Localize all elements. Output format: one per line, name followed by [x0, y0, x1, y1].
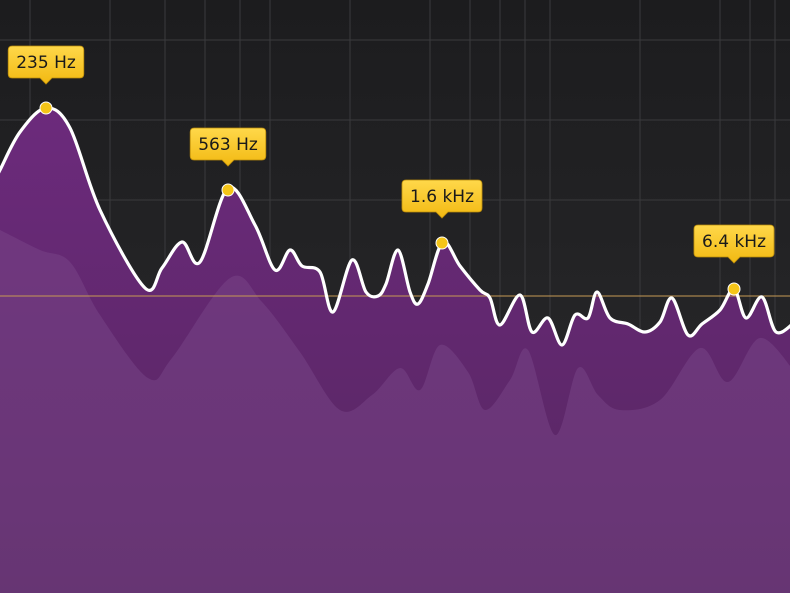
- peak-tag: 235 Hz: [7, 45, 85, 115]
- peak-dot: [727, 282, 741, 296]
- tag-box: [693, 224, 775, 264]
- peak-tag: 1.6 kHz: [401, 179, 483, 250]
- spectrum-fill: [0, 107, 790, 593]
- tag-box: [189, 127, 267, 167]
- peak-label: 235 Hz: [16, 53, 76, 73]
- peak-dot: [39, 101, 53, 115]
- peak-label: 563 Hz: [198, 135, 258, 155]
- peak-dot: [221, 183, 235, 197]
- spectrum-average-fill: [0, 230, 790, 593]
- peak-dot: [435, 236, 449, 250]
- peak-tag: 6.4 kHz: [693, 224, 775, 296]
- peak-label: 1.6 kHz: [410, 187, 474, 207]
- peak-tags: 235 Hz 563 Hz 1.6 kHz 6.4 kHz: [7, 45, 775, 296]
- peak-label: 6.4 kHz: [702, 232, 766, 252]
- tag-box: [7, 45, 85, 85]
- peak-tag: 563 Hz: [189, 127, 267, 197]
- spectrum-curve: [0, 106, 790, 347]
- tag-box: [401, 179, 483, 219]
